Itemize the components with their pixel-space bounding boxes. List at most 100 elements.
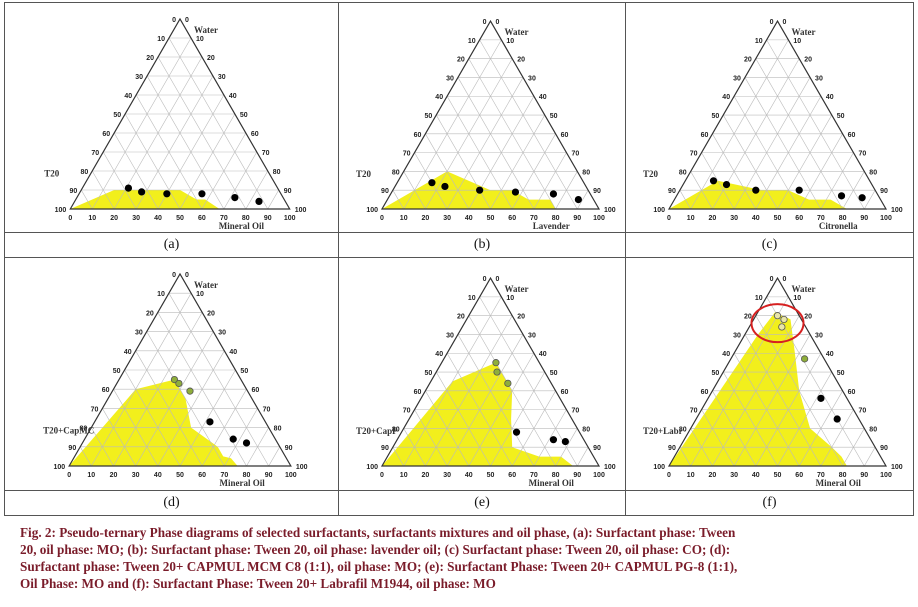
grid-line (201, 389, 247, 467)
grid-line (511, 390, 556, 467)
right-tick-label: 100 (295, 207, 307, 214)
bottom-tick-label: 90 (860, 472, 868, 479)
bottom-tick-label: 0 (380, 472, 384, 479)
grid-line (842, 171, 865, 210)
grid-line (435, 114, 491, 210)
data-point (198, 190, 206, 198)
right-tick-label: 60 (561, 389, 569, 396)
right-tick-label: 0 (185, 272, 189, 279)
data-point (801, 355, 809, 363)
panel-label: (f) (626, 490, 913, 515)
top-axis-label: Water (194, 280, 218, 290)
grid-line (511, 133, 556, 210)
left-tick-label: 30 (733, 332, 741, 339)
bottom-tick-label: 40 (465, 472, 473, 479)
left-tick-label: 10 (157, 36, 165, 43)
bottom-tick-label: 90 (265, 472, 273, 479)
grid-line (798, 133, 843, 210)
right-tick-label: 30 (218, 330, 226, 337)
bottom-tick-label: 50 (487, 215, 495, 222)
data-point (837, 192, 846, 200)
left-tick-label: 0 (172, 17, 176, 24)
right-tick-label: 70 (571, 408, 579, 415)
left-tick-label: 70 (403, 408, 411, 415)
surfactant-axis-label: T20 (643, 169, 659, 179)
grid-line (864, 447, 876, 467)
left-tick-label: 100 (653, 207, 665, 214)
right-tick-label: 70 (858, 151, 866, 158)
grid-lines (79, 292, 281, 467)
figure-frame: 0 0 100 10 10 90 20 20 80 30 30 70 40 40 60 50 50 50 60 60 4… (4, 2, 914, 516)
left-tick-label: 70 (91, 406, 99, 413)
grid-line (179, 369, 236, 467)
grid-line (403, 171, 426, 210)
data-point (709, 177, 718, 185)
left-tick-label: 40 (722, 94, 730, 101)
grid-line (246, 427, 269, 467)
data-point (231, 194, 239, 202)
bottom-tick-label: 70 (530, 215, 538, 222)
grid-line (457, 334, 535, 467)
bottom-tick-label: 90 (573, 472, 581, 479)
data-point (512, 428, 521, 436)
bottom-tick-label: 100 (880, 472, 892, 479)
grid-line (168, 293, 269, 467)
bottom-tick-label: 0 (667, 472, 671, 479)
grid-line (766, 39, 865, 210)
left-tick-label: 50 (424, 113, 432, 120)
grid-line (777, 114, 833, 210)
bottom-tick-label: 70 (817, 215, 825, 222)
grid-line (79, 446, 92, 467)
top-axis-label: Water (792, 27, 816, 37)
right-tick-label: 90 (880, 445, 888, 452)
triangle-frame (667, 19, 888, 210)
data-point (206, 418, 214, 426)
left-tick-label: 80 (679, 426, 687, 433)
right-tick-label: 70 (263, 406, 271, 413)
grid-line (223, 151, 258, 210)
right-tick-label: 20 (517, 314, 525, 321)
figure-caption: Fig. 2: Pseudo-ternary Phase diagrams of… (20, 524, 910, 592)
grid-line (533, 152, 567, 210)
grid-line (733, 77, 811, 210)
data-point (549, 190, 558, 198)
right-tick-label: 90 (880, 188, 888, 195)
bottom-tick-label: 30 (132, 472, 140, 479)
right-tick-label: 40 (229, 93, 237, 100)
grid-line (135, 331, 214, 467)
right-tick-label: 80 (273, 169, 281, 176)
bottom-tick-label: 20 (110, 215, 118, 222)
grid-lines (81, 37, 279, 210)
grid-line (701, 409, 735, 467)
left-tick-label: 40 (722, 351, 730, 358)
data-point (561, 437, 569, 446)
top-axis-label: Water (505, 27, 529, 37)
bottom-tick-label: 30 (132, 215, 140, 222)
left-tick-label: 60 (414, 389, 422, 396)
left-tick-label: 90 (381, 188, 389, 195)
right-tick-label: 40 (826, 351, 834, 358)
grid-line (403, 428, 426, 467)
data-point (833, 415, 841, 423)
left-tick-label: 100 (653, 464, 665, 471)
right-tick-label: 20 (804, 314, 812, 321)
bottom-tick-label: 20 (422, 215, 430, 222)
grid-line (201, 132, 247, 210)
bottom-tick-label: 30 (443, 472, 451, 479)
left-tick-label: 60 (102, 131, 110, 138)
grid-line (392, 447, 404, 467)
grid-line (403, 296, 502, 467)
right-tick-label: 50 (550, 370, 558, 377)
grid-line (425, 390, 470, 467)
caption-line-2: 20, oil phase: MO; (b): Surfactant phase… (20, 542, 731, 557)
bottom-tick-label: 10 (400, 472, 408, 479)
right-tick-label: 40 (539, 351, 547, 358)
ternary-panel: 0 0 100 10 10 90 20 20 80 30 30 70 40 40 60 50 50 50 60 60 4… (626, 3, 913, 258)
microemulsion-region (382, 362, 599, 466)
left-tick-label: 50 (711, 113, 719, 120)
grid-line (722, 371, 778, 467)
right-tick-label: 50 (240, 368, 248, 375)
bottom-tick-label: 80 (552, 472, 560, 479)
grid-lines (679, 39, 876, 210)
